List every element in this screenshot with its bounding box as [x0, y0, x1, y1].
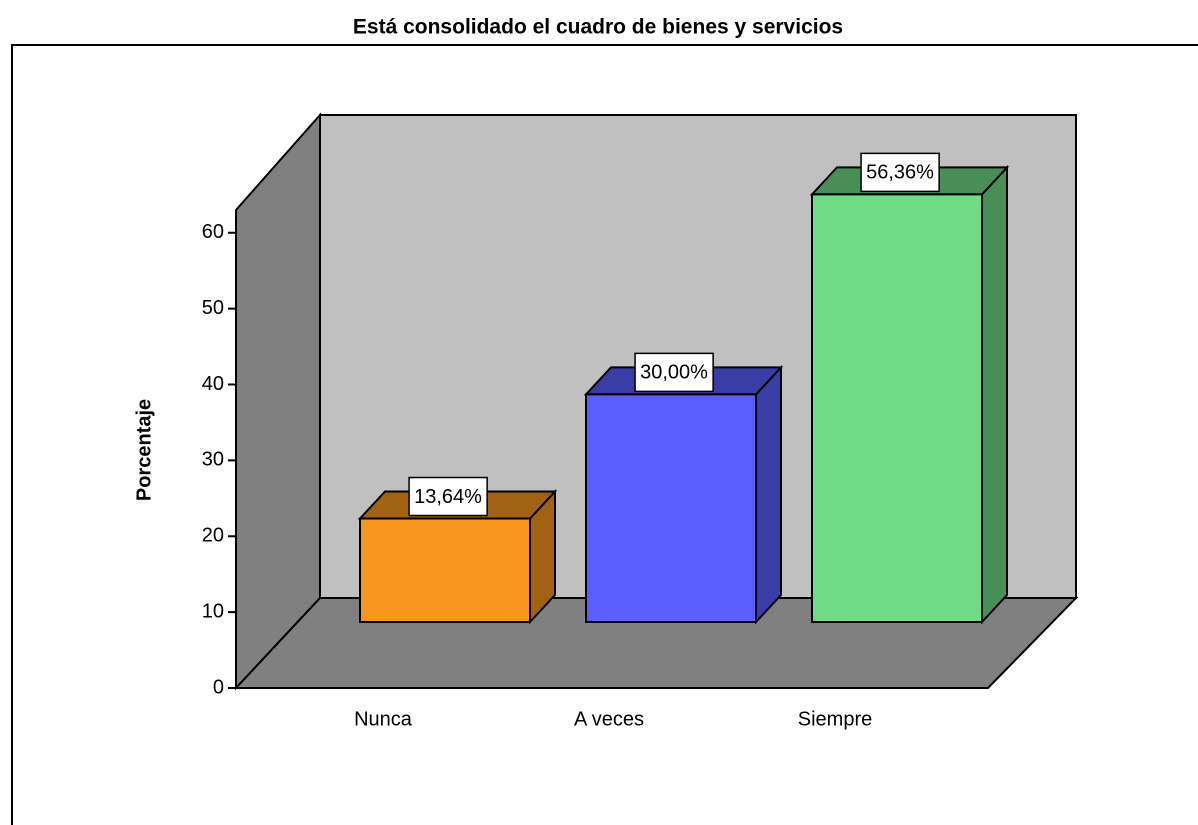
bar	[585, 393, 757, 623]
value-label-box	[408, 476, 488, 517]
y-tick-label: 50	[202, 297, 224, 319]
frame	[11, 44, 1198, 825]
x-tick-label: A veces	[574, 708, 644, 730]
chart-title: Está consolidado el cuadro de bienes y s…	[353, 16, 843, 39]
bar	[359, 517, 531, 624]
x-tick-label: Siempre	[798, 708, 872, 730]
value-label: 30,00%	[640, 362, 708, 384]
y-tick-label: 40	[202, 373, 224, 395]
y-tick-label: 20	[202, 525, 224, 547]
bar-side	[755, 364, 782, 625]
y-tick-label: 10	[202, 600, 224, 622]
y-tick-label: 60	[202, 221, 224, 243]
value-label-box	[634, 352, 714, 393]
x-tick-label: Nunca	[354, 708, 413, 730]
y-tick-label: 0	[213, 676, 224, 698]
y-axis-label: Porcentaje	[133, 399, 155, 501]
bar	[811, 193, 983, 624]
value-label: 13,64%	[414, 486, 482, 508]
y-tick-label: 30	[202, 449, 224, 471]
left-wall	[235, 112, 321, 691]
value-label: 56,36%	[866, 162, 934, 184]
bar-side	[981, 164, 1008, 625]
value-label-box	[860, 152, 940, 193]
